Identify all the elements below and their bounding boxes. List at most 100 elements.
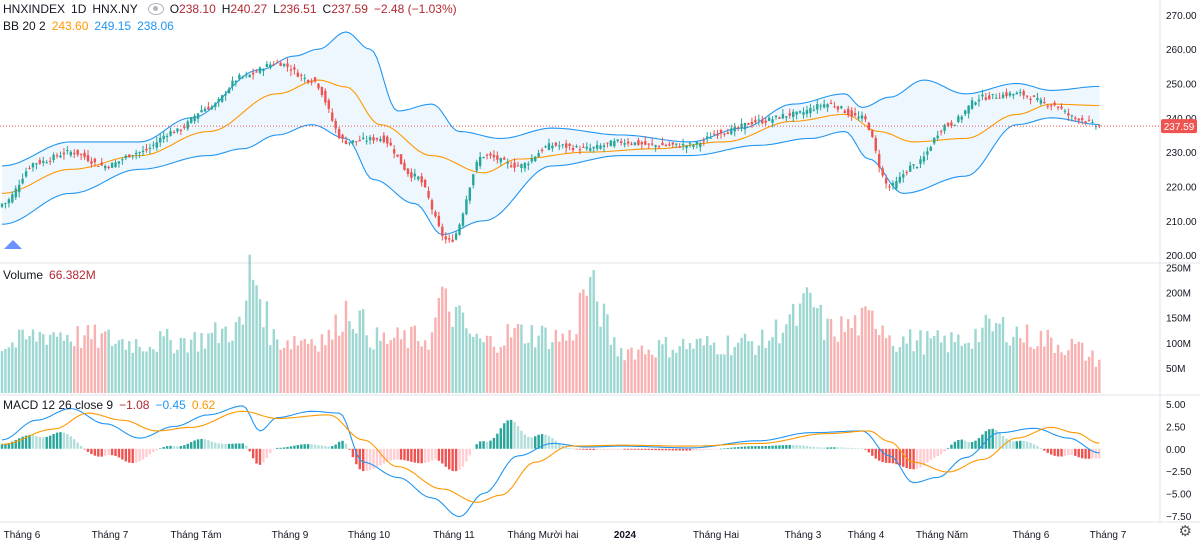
macd-histogram-bar bbox=[733, 447, 736, 449]
candle-body bbox=[317, 83, 320, 89]
interval[interactable]: 1D bbox=[71, 2, 87, 16]
volume-bar bbox=[4, 348, 7, 393]
bb-upper-line bbox=[1, 31, 1100, 167]
macd-histogram-bar bbox=[334, 444, 337, 449]
volume-bar bbox=[867, 310, 871, 393]
candle-body bbox=[994, 97, 998, 99]
macd-histogram-bar bbox=[994, 430, 998, 449]
volume-bar bbox=[757, 345, 760, 393]
candle-body bbox=[176, 128, 179, 132]
macd-histogram-bar bbox=[379, 448, 382, 466]
volume-bar bbox=[430, 332, 434, 393]
macd-histogram-bar bbox=[79, 445, 83, 449]
x-tick-label: Tháng 6 bbox=[4, 530, 41, 541]
candle-body bbox=[778, 117, 781, 119]
macd-histogram-bar bbox=[66, 434, 69, 449]
volume-bar bbox=[165, 328, 169, 393]
macd-histogram-bar bbox=[792, 444, 795, 449]
macd-histogram-bar bbox=[922, 448, 926, 466]
volume-bar bbox=[1094, 366, 1098, 393]
bb-legend[interactable]: BB 20 2 243.60 249.15 238.06 bbox=[3, 19, 174, 33]
macd-histogram-bar bbox=[59, 432, 62, 449]
candle-body bbox=[836, 106, 840, 110]
macd-histogram-bar bbox=[362, 448, 365, 472]
symbol-name[interactable]: HNXINDEX bbox=[3, 2, 66, 16]
macd-legend[interactable]: MACD 12 26 close 9 −1.08 −0.45 0.62 bbox=[3, 398, 215, 412]
candle-body bbox=[702, 140, 705, 142]
candle-body bbox=[375, 137, 379, 140]
volume-bar bbox=[991, 331, 994, 393]
volume-legend[interactable]: Volume 66.382M bbox=[3, 268, 96, 282]
macd-histogram-bar bbox=[554, 440, 558, 449]
exchange: HNX.NY bbox=[92, 2, 138, 16]
volume-bar bbox=[908, 329, 912, 393]
macd-histogram-bar bbox=[1015, 441, 1018, 449]
volume-bar bbox=[1080, 342, 1084, 393]
candle-body bbox=[650, 143, 654, 145]
macd-histogram-bar bbox=[131, 448, 134, 464]
volume-bar bbox=[162, 336, 165, 393]
candle-body bbox=[1036, 97, 1039, 100]
macd-histogram-bar bbox=[988, 429, 991, 449]
volume-bar bbox=[513, 328, 516, 393]
visibility-eye-icon[interactable] bbox=[147, 3, 164, 15]
candle-body bbox=[134, 152, 138, 155]
macd-histogram-bar bbox=[943, 448, 946, 452]
candle-body bbox=[678, 146, 681, 148]
macd-histogram-bar bbox=[984, 431, 988, 449]
macd-histogram-bar bbox=[568, 447, 571, 449]
macd-histogram-bar bbox=[695, 448, 699, 451]
volume-bar bbox=[69, 341, 72, 393]
macd-histogram-bar bbox=[386, 448, 389, 462]
candle-body bbox=[860, 115, 864, 119]
volume-bar bbox=[644, 354, 647, 393]
volume-bar bbox=[506, 324, 509, 393]
candle-body bbox=[420, 176, 423, 183]
candle-body bbox=[1053, 102, 1056, 106]
volume-bar bbox=[736, 342, 740, 393]
settings-gear-icon[interactable]: ⚙ bbox=[1178, 523, 1192, 540]
volume-bar bbox=[7, 347, 11, 393]
macd-histogram-bar bbox=[104, 448, 107, 456]
last-price-label: 237.59 bbox=[1164, 122, 1195, 133]
volume-bar bbox=[964, 343, 967, 393]
volume-bar bbox=[819, 304, 822, 393]
macd-tick-label: −7.50 bbox=[1166, 512, 1192, 523]
volume-bar bbox=[31, 329, 35, 393]
candle-body bbox=[478, 156, 482, 166]
volume-bar bbox=[933, 335, 936, 393]
candle-body bbox=[389, 142, 392, 146]
macd-histogram-bar bbox=[613, 448, 616, 450]
volume-bar bbox=[1046, 329, 1049, 393]
volume-bar bbox=[217, 343, 220, 393]
macd-histogram-bar bbox=[454, 448, 458, 472]
candle-body bbox=[788, 113, 791, 116]
candle-body bbox=[544, 146, 547, 148]
x-tick-label: Tháng 11 bbox=[433, 530, 475, 541]
macd-histogram-bar bbox=[1080, 448, 1084, 459]
candle-body bbox=[18, 184, 21, 193]
candle-body bbox=[97, 165, 100, 167]
candle-body bbox=[527, 163, 530, 166]
volume-bar bbox=[485, 335, 489, 393]
x-tick-label: Tháng 7 bbox=[1090, 530, 1127, 541]
x-tick-label: Tháng 3 bbox=[785, 530, 822, 541]
volume-bar bbox=[953, 341, 957, 393]
volume-bar bbox=[626, 349, 630, 393]
candle-body bbox=[1074, 117, 1077, 119]
macd-histogram-bar bbox=[699, 448, 702, 451]
macd-histogram-bar bbox=[620, 448, 623, 450]
x-tick-label: Tháng Mười hai bbox=[507, 530, 578, 541]
macd-histogram-bar bbox=[1060, 448, 1063, 457]
candle-body bbox=[750, 121, 754, 125]
candle-body bbox=[368, 137, 372, 141]
volume-bar bbox=[829, 318, 833, 393]
candle-body bbox=[1060, 106, 1063, 109]
volume-bar bbox=[86, 325, 90, 393]
macd-histogram-bar bbox=[582, 448, 585, 450]
volume-bar bbox=[939, 342, 943, 393]
volume-bar bbox=[492, 346, 496, 393]
macd-histogram-bar bbox=[640, 448, 644, 450]
volume-bar bbox=[719, 354, 723, 393]
volume-bar bbox=[35, 341, 38, 393]
